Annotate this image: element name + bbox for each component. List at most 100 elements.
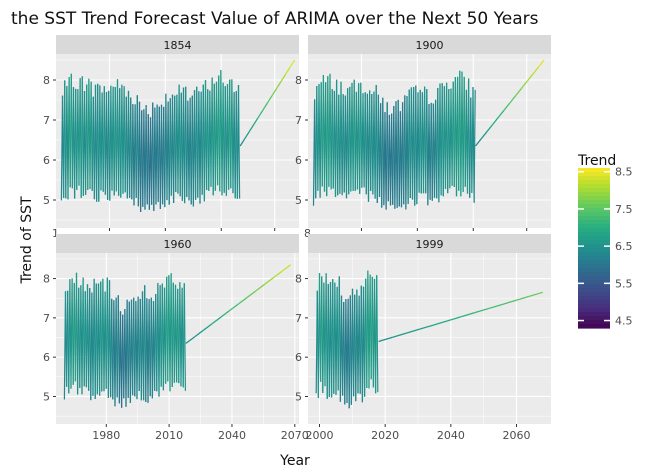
legend-tick-label: 4.5 (615, 315, 633, 328)
colorbar-step (578, 196, 610, 201)
forecast-segment (194, 329, 204, 338)
forecast-segment (257, 109, 264, 118)
forecast-segment (419, 324, 434, 330)
x-tick-label: 2040 (437, 429, 465, 442)
facet-strip (308, 35, 551, 54)
facet-strip (308, 234, 551, 253)
forecast-segment (275, 81, 282, 90)
facet-strip (56, 234, 299, 253)
forecast-segment (229, 303, 239, 312)
legend: Trend 4.5 5.5 6.5 7.5 8.5 (577, 153, 633, 329)
forecast-line (474, 59, 545, 147)
forecast-segment (289, 59, 296, 68)
forecast-segment (528, 291, 543, 298)
colorbar-step (578, 252, 610, 257)
observed-series (312, 70, 476, 210)
facet-strip-label: 1900 (416, 39, 444, 52)
forecast-segment (480, 131, 488, 140)
forecast-segment (378, 336, 393, 343)
y-tick-label: 5 (295, 390, 302, 403)
forecast-segment (526, 73, 534, 82)
series-segment (183, 283, 186, 391)
forecast-segment (509, 95, 517, 104)
colorbar-step (578, 184, 610, 189)
colorbar-step (578, 204, 610, 209)
forecast-segment (185, 336, 195, 344)
colorbar-step (578, 272, 610, 277)
x-tick-label: 1980 (92, 429, 120, 442)
colorbar-step (578, 248, 610, 253)
forecast-segment (248, 124, 255, 133)
facet-strip (56, 35, 299, 54)
forecast-segment (405, 328, 420, 334)
y-tick-label: 6 (295, 351, 302, 364)
y-tick-label: 8 (295, 273, 302, 286)
colorbar-step (578, 280, 610, 285)
colorbar-step (578, 308, 610, 313)
forecast-segment (202, 323, 213, 331)
forecast-segment (537, 59, 545, 68)
colorbar: 4.5 5.5 6.5 7.5 8.5 (578, 166, 633, 329)
facet-strip-label: 1960 (164, 238, 192, 251)
facet-panel: 1900 5 6 7 8 8 (295, 35, 551, 240)
forecast-segment (501, 299, 516, 306)
forecast-segment (281, 264, 292, 272)
forecast-segment (392, 332, 407, 338)
facet-panel: 1960 5 6 7 8 1980 2010 2040 2070 (43, 234, 309, 442)
colorbar-step (578, 236, 610, 241)
forecast-segment (272, 270, 283, 279)
forecast-line (378, 291, 543, 343)
series-segment (376, 275, 379, 393)
x-tick-label: 2000 (305, 429, 333, 442)
forecast-segment (433, 320, 448, 326)
colorbar-step (578, 240, 610, 245)
colorbar-step (578, 268, 610, 273)
facet-panels: 1854 5 6 7 8 1 1900 5 6 7 8 8 1960 5 6 7 8 1980 2010 2040 20… (43, 35, 551, 442)
forecast-segment (237, 297, 248, 305)
colorbar-step (578, 264, 610, 269)
colorbar-step (578, 224, 610, 229)
forecast-segment (460, 312, 475, 318)
colorbar-step (578, 168, 610, 173)
y-tick-label: 5 (295, 194, 302, 207)
forecast-segment (255, 283, 265, 292)
x-tick-label: 2060 (503, 429, 531, 442)
colorbar-step (578, 228, 610, 233)
colorbar-step (578, 320, 610, 325)
forecast-segment (253, 116, 259, 125)
colorbar-step (578, 216, 610, 221)
colorbar-step (578, 212, 610, 217)
forecast-segment (492, 116, 499, 125)
colorbar-step (578, 172, 610, 177)
y-axis-label: Trend of SST (19, 196, 35, 284)
x-tick-label: 2020 (371, 429, 399, 442)
observed-series (63, 272, 186, 408)
facet-strip-label: 1854 (164, 39, 192, 52)
colorbar-step (578, 288, 610, 293)
colorbar-step (578, 316, 610, 321)
forecast-segment (474, 308, 489, 314)
x-tick-label: 8 (304, 227, 311, 240)
y-tick-label: 6 (43, 351, 50, 364)
legend-title: Trend (577, 153, 616, 169)
forecast-segment (532, 66, 539, 75)
x-tick-label: 2040 (218, 429, 246, 442)
facet-panel: 1999 5 6 7 8 2000 2020 2040 2060 (295, 234, 551, 442)
colorbar-step (578, 300, 610, 305)
legend-tick-label: 8.5 (615, 166, 633, 179)
colorbar-step (578, 244, 610, 249)
colorbar-step (578, 284, 610, 289)
forecast-segment (220, 310, 230, 318)
colorbar-step (578, 208, 610, 213)
colorbar-step (578, 180, 610, 185)
forecast-segment (266, 95, 273, 104)
forecast-segment (487, 303, 502, 310)
forecast-segment (520, 81, 528, 90)
colorbar-step (578, 260, 610, 265)
x-tick-label: 1 (52, 227, 59, 240)
y-tick-label: 7 (43, 312, 50, 325)
facet-panel: 1854 5 6 7 8 1 (43, 35, 299, 240)
series-segment (237, 84, 241, 199)
series-segment (473, 89, 476, 203)
